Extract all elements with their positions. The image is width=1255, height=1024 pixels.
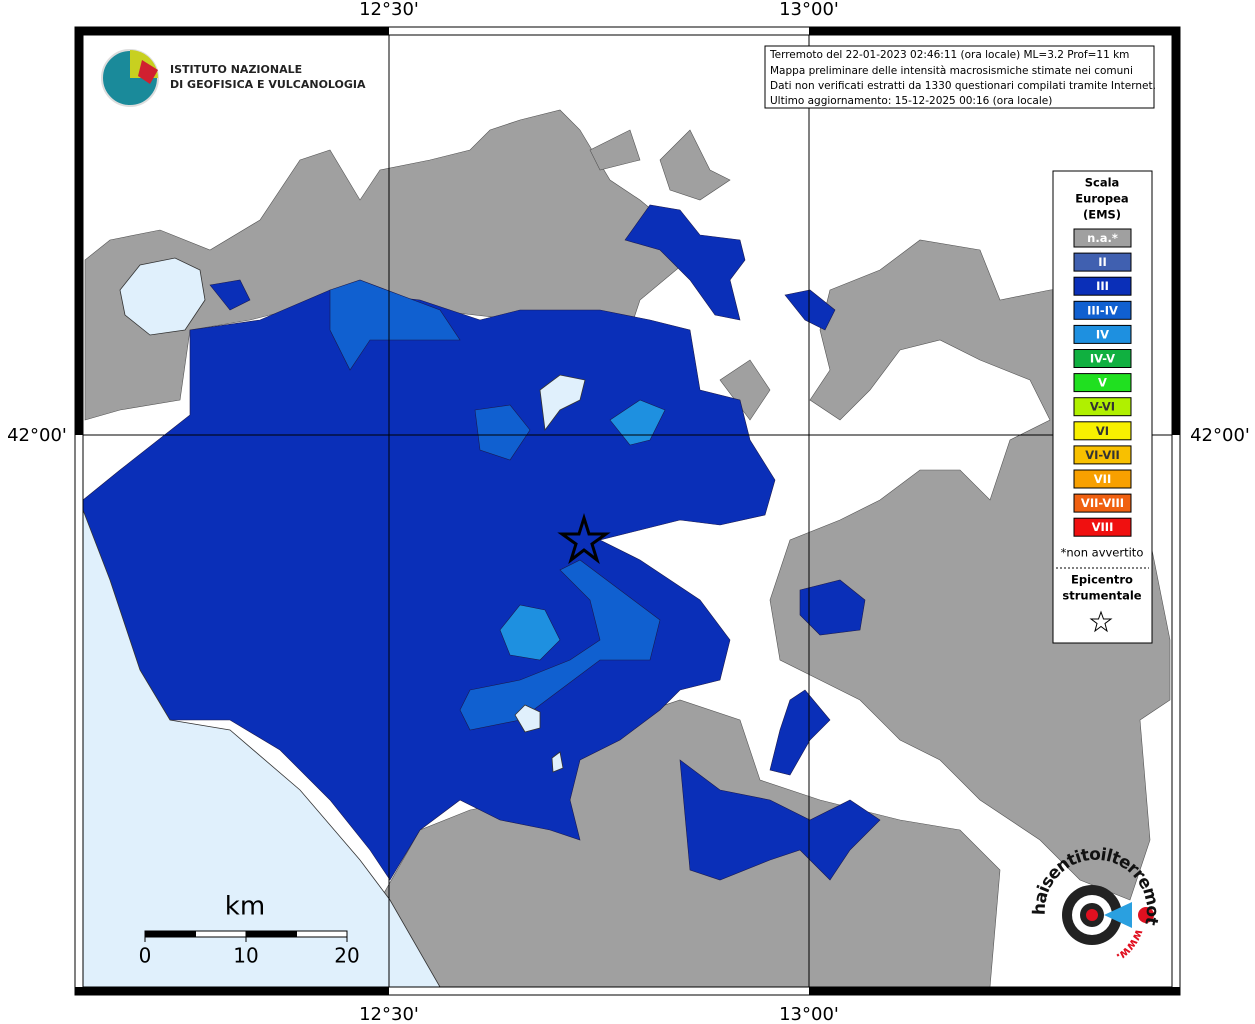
legend-swatch bbox=[1073, 276, 1132, 296]
legend-label: VII-VIII bbox=[1081, 496, 1124, 510]
region-north-east-2 bbox=[659, 129, 731, 201]
region-intensity-iii-w bbox=[209, 279, 251, 311]
legend-label: VII bbox=[1094, 472, 1111, 486]
region-north bbox=[84, 109, 701, 421]
region-north-east bbox=[589, 129, 641, 171]
scale-tick-label: 20 bbox=[334, 944, 359, 968]
info-line: Ultimo aggiornamento: 15-12-2025 00:16 (… bbox=[770, 95, 1052, 107]
map-frame bbox=[74, 26, 1181, 996]
info-line: Terremoto del 22-01-2023 02:46:11 (ora l… bbox=[769, 49, 1129, 61]
region-intensity-iii-iv-north bbox=[329, 279, 461, 371]
legend-title: Scala bbox=[1085, 176, 1120, 190]
epicenter-star bbox=[557, 512, 611, 565]
region-intensity-iii-se bbox=[679, 759, 881, 881]
map-area bbox=[82, 35, 1172, 988]
region-intensity-iii-e bbox=[799, 579, 866, 636]
lake-bolsena-area bbox=[119, 257, 206, 336]
scale-tick-label: 0 bbox=[139, 944, 152, 968]
legend-label: VI bbox=[1096, 424, 1109, 438]
lake-martignano bbox=[551, 751, 564, 773]
legend-swatch bbox=[1073, 324, 1132, 344]
lon-label: 12°30' bbox=[359, 0, 419, 20]
legend: Scala Europea (EMS) *non avvertito Epice… bbox=[1052, 170, 1153, 644]
legend-label: n.a.* bbox=[1087, 231, 1118, 245]
legend-star bbox=[1089, 610, 1113, 633]
legend-swatch bbox=[1073, 421, 1132, 441]
legend-swatch bbox=[1073, 373, 1132, 393]
info-line: Dati non verificati estratti da 1330 que… bbox=[770, 80, 1156, 92]
legend-swatch bbox=[1073, 493, 1132, 513]
ingv-logo: ISTITUTO NAZIONALE DI GEOFISICA E VULCAN… bbox=[101, 49, 366, 107]
legend-label: V bbox=[1098, 376, 1107, 390]
scale-unit: km bbox=[225, 892, 265, 922]
institute-name: ISTITUTO NAZIONALE bbox=[170, 63, 302, 76]
legend-swatch bbox=[1073, 445, 1132, 465]
legend-swatch bbox=[1073, 349, 1132, 368]
legend-swatch bbox=[1073, 469, 1132, 489]
legend-label: III bbox=[1096, 279, 1109, 293]
legend-label: VIII bbox=[1092, 520, 1114, 534]
region-intensity-iii-north bbox=[624, 204, 746, 321]
legend-note: *non avvertito bbox=[1061, 546, 1144, 560]
region-intensity-iii bbox=[82, 289, 776, 881]
legend-label: IV bbox=[1096, 327, 1109, 341]
region-intensity-iii-ne bbox=[784, 289, 836, 331]
lon-label: 13°00' bbox=[779, 0, 839, 20]
legend-title: (EMS) bbox=[1083, 208, 1121, 222]
legend-label: III-IV bbox=[1087, 303, 1118, 317]
region-intensity-iv bbox=[499, 604, 561, 661]
legend-label: V-VI bbox=[1090, 400, 1115, 414]
legend-swatch bbox=[1073, 517, 1132, 537]
region-intensity-iv-2 bbox=[609, 399, 666, 446]
lat-label: 42°00' bbox=[7, 425, 67, 446]
legend-swatch bbox=[1073, 397, 1132, 417]
region-intensity-iii-iv-south bbox=[459, 559, 661, 731]
legend-label: II bbox=[1098, 255, 1107, 269]
legend-label: VI-VII bbox=[1085, 448, 1120, 462]
legend-epicenter: Epicentro bbox=[1071, 573, 1133, 587]
legend-swatch bbox=[1073, 300, 1132, 320]
institute-name: DI GEOFISICA E VULCANOLOGIA bbox=[170, 78, 366, 91]
info-box: Terremoto del 22-01-2023 02:46:11 (ora l… bbox=[764, 45, 1156, 109]
legend-epicenter: strumentale bbox=[1062, 589, 1141, 603]
scale-bar: km 0 10 20 bbox=[139, 892, 360, 968]
lon-label: 12°30' bbox=[359, 1004, 419, 1024]
info-line: Mappa preliminare delle intensità macros… bbox=[770, 65, 1133, 77]
legend-swatch bbox=[1073, 252, 1132, 272]
scale-tick-label: 10 bbox=[233, 944, 258, 968]
lon-label: 13°00' bbox=[779, 1004, 839, 1024]
lake-bracciano bbox=[514, 704, 541, 733]
lat-label: 42°00' bbox=[1190, 425, 1250, 446]
legend-label: IV-V bbox=[1090, 352, 1115, 366]
legend-swatch bbox=[1073, 228, 1132, 248]
lake-centre bbox=[539, 374, 586, 432]
legend-title: Europea bbox=[1075, 192, 1128, 206]
region-intensity-iii-iv-centre bbox=[474, 404, 531, 461]
